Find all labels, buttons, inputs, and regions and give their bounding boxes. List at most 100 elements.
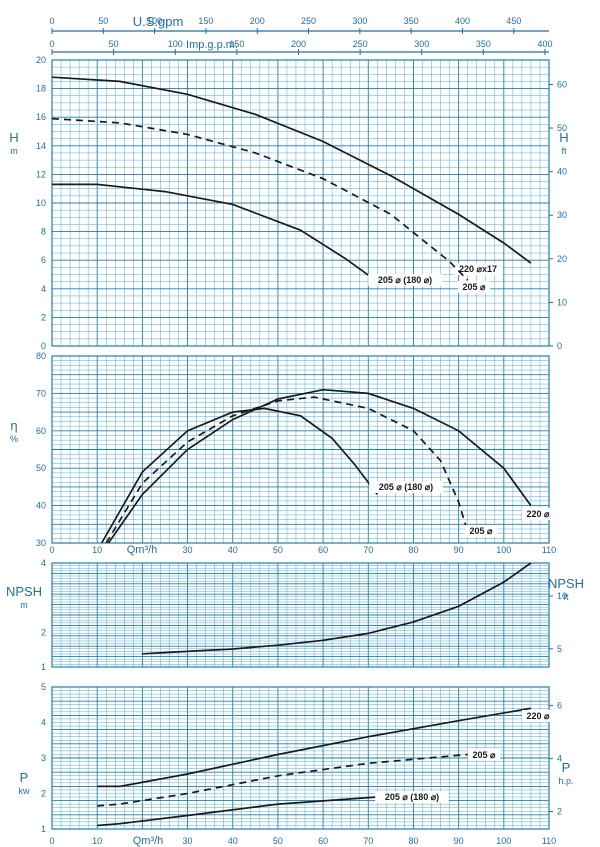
series-line-efficiency-2 [107, 388, 532, 544]
series-label-backdrop [465, 525, 497, 537]
series-label: 220 ⌀ [527, 509, 551, 519]
x-tick-label: 60 [318, 545, 328, 555]
x-tick-label: 50 [273, 836, 283, 846]
grid-lines [51, 59, 550, 347]
series-line-head-1 [51, 117, 469, 281]
series-label: 205 ⌀ [473, 750, 497, 760]
usgpm-tick-label: 100 [147, 16, 162, 26]
x-tick-label: 40 [228, 836, 238, 846]
series-line-head-0 [51, 76, 532, 264]
left-tick-label: 70 [36, 388, 46, 398]
x-tick-label: 70 [363, 836, 373, 846]
left-tick-label: 8 [41, 227, 46, 237]
impgpm-tick-label: 50 [109, 39, 119, 49]
series-label: 220 ⌀x17 [459, 264, 497, 274]
left-tick-label: 40 [36, 501, 46, 511]
right-axis-title: H [559, 130, 568, 145]
impgpm-tick-label: 150 [229, 39, 244, 49]
right-tick-label: 30 [557, 210, 567, 220]
x-axis-labels-power: Qm³/h [133, 835, 164, 847]
x-tick-label: 70 [363, 545, 373, 555]
x-tick-label: 30 [183, 545, 193, 555]
right-tick-label: 5 [557, 644, 562, 654]
usgpm-tick-label: 250 [301, 16, 316, 26]
left-tick-label: 20 [36, 55, 46, 65]
grid-lines [51, 355, 550, 544]
left-axis-title: NPSH [6, 584, 42, 599]
impgpm-scale-label: Imp.g.p.m. [186, 39, 238, 51]
left-axis-unit: m [10, 146, 18, 156]
usgpm-tick-label: 400 [455, 16, 470, 26]
left-tick-label: 10 [36, 198, 46, 208]
left-tick-label: 2 [41, 627, 46, 637]
x-axis-labels-efficiency: Qm³/h [127, 544, 158, 556]
right-tick-label: 6 [557, 701, 562, 711]
usgpm-tick-label: 350 [404, 16, 419, 26]
series-label-backdrop [468, 749, 500, 761]
impgpm-tick-label: 200 [291, 39, 306, 49]
series-label: 205 ⌀ (180 ⌀) [379, 482, 433, 492]
left-tick-label: 18 [36, 84, 46, 94]
x-tick-label: 80 [408, 836, 418, 846]
x-tick-label: 0 [49, 836, 54, 846]
left-axis-title: P [20, 770, 29, 785]
series-label: 205 ⌀ [463, 282, 487, 292]
series-label-backdrop [522, 508, 554, 520]
x-tick-label: 110 [542, 545, 556, 555]
series-label-backdrop [522, 710, 554, 722]
left-tick-label: 12 [36, 169, 46, 179]
x-tick-label: 60 [318, 836, 328, 846]
left-tick-label: 60 [36, 426, 46, 436]
x-tick-label: 50 [273, 545, 283, 555]
x-axis-unit-label-efficiency: Qm³/h [127, 544, 158, 556]
x-tick-label: 0 [49, 545, 54, 555]
x-tick-label: 90 [454, 836, 464, 846]
right-tick-label: 10 [557, 297, 567, 307]
x-tick-label: 10 [92, 836, 102, 846]
left-axis-title: H [9, 130, 18, 145]
right-tick-label: 2 [557, 807, 562, 817]
series-label: 205 ⌀ (180 ⌀) [378, 275, 432, 285]
series-label-backdrop [458, 281, 490, 293]
series-line-power-2 [97, 796, 378, 827]
left-axis-ticks: 0 2 4 6 8 10 12 14 16 18 20 [36, 55, 46, 351]
top-scales: U.S.gpm Imp.g.p.m. 0 50 100 150 200 250 300 350… [49, 14, 552, 55]
left-axis-ticks: 1 2 3 4 5 [41, 682, 46, 834]
left-tick-label: 1 [41, 662, 46, 672]
usgpm-tick-label: 200 [250, 16, 265, 26]
series-label: 205 ⌀ [470, 526, 494, 536]
x-tick-label: 40 [228, 545, 238, 555]
right-tick-label: 50 [557, 123, 567, 133]
x-tick-label: 30 [183, 836, 193, 846]
left-tick-label: 80 [36, 351, 46, 361]
left-axis-ticks: 30 40 50 60 70 80 [36, 351, 46, 548]
right-axis-ticks: 2 4 6 [549, 701, 562, 817]
series-label-backdrop [369, 481, 443, 493]
impgpm-tick-label: 100 [168, 39, 183, 49]
usgpm-tick-label: 150 [198, 16, 213, 26]
left-axis-title: η [10, 418, 17, 433]
x-axis-ticks-efficiency: 0 10 30 40 50 60 70 80 90 100 110 [49, 545, 556, 555]
x-tick-label: 90 [454, 545, 464, 555]
right-tick-label: 40 [557, 167, 567, 177]
right-tick-label: 4 [557, 754, 562, 764]
efficiency-chart-panel: 30 40 50 60 70 80 η% 205 ⌀ (180 ⌀) 205 ⌀ 220 ⌀ [10, 351, 554, 548]
left-tick-label: 4 [41, 718, 46, 728]
series-label: 220 ⌀ [527, 711, 551, 721]
right-axis-unit: ft [561, 146, 567, 156]
series-line-head-2 [52, 183, 378, 283]
right-axis-ticks: 5 10 [549, 591, 567, 654]
usgpm-tick-label: 50 [98, 16, 108, 26]
series-line-efficiency-0 [100, 407, 378, 544]
right-tick-label: 20 [557, 254, 567, 264]
left-tick-label: 4 [41, 558, 46, 568]
right-axis-title: NPSH [548, 576, 584, 591]
right-axis-ticks: 0 10 20 30 40 50 60 [549, 79, 567, 351]
series-label-backdrop [368, 274, 442, 286]
impgpm-tick-label: 300 [414, 39, 429, 49]
right-tick-label: 0 [557, 341, 562, 351]
x-axis-unit-label-power: Qm³/h [133, 835, 164, 847]
left-axis-unit: m [20, 600, 28, 610]
